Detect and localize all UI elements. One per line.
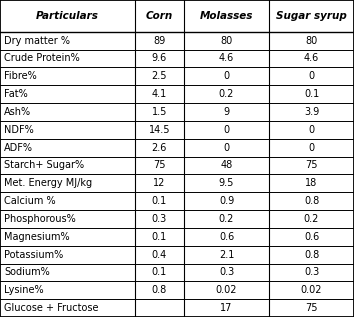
Text: 0.8: 0.8 — [304, 196, 319, 206]
Text: 4.1: 4.1 — [152, 89, 167, 99]
Text: 2.5: 2.5 — [152, 71, 167, 81]
Text: 0.2: 0.2 — [304, 214, 319, 224]
Text: Glucose + Fructose: Glucose + Fructose — [4, 303, 99, 313]
Text: 0.3: 0.3 — [219, 268, 234, 277]
Text: Sodium%: Sodium% — [4, 268, 50, 277]
Text: Dry matter %: Dry matter % — [4, 36, 70, 46]
Text: 9: 9 — [223, 107, 230, 117]
Text: 3.9: 3.9 — [304, 107, 319, 117]
Text: 0.9: 0.9 — [219, 196, 234, 206]
Text: 1.5: 1.5 — [152, 107, 167, 117]
Text: 0.8: 0.8 — [304, 249, 319, 260]
Text: 0.1: 0.1 — [152, 268, 167, 277]
Text: Sugar syrup: Sugar syrup — [276, 11, 347, 21]
Text: 0.4: 0.4 — [152, 249, 167, 260]
Text: 0.02: 0.02 — [216, 285, 237, 295]
Text: 0.6: 0.6 — [219, 232, 234, 242]
Text: Starch+ Sugar%: Starch+ Sugar% — [4, 160, 84, 171]
Text: 0.8: 0.8 — [152, 285, 167, 295]
Text: 0: 0 — [223, 71, 230, 81]
Text: 80: 80 — [306, 36, 318, 46]
Text: 75: 75 — [305, 303, 318, 313]
Text: 2.6: 2.6 — [152, 143, 167, 152]
Text: 80: 80 — [221, 36, 233, 46]
Text: Molasses: Molasses — [200, 11, 253, 21]
Text: Ash%: Ash% — [4, 107, 32, 117]
Text: Calcium %: Calcium % — [4, 196, 56, 206]
Text: 18: 18 — [306, 178, 318, 188]
Text: 0: 0 — [308, 143, 315, 152]
Bar — [0, 0, 354, 32]
Text: 0: 0 — [308, 71, 315, 81]
Text: 9.6: 9.6 — [152, 54, 167, 63]
Text: 48: 48 — [221, 160, 233, 171]
Text: 4.6: 4.6 — [304, 54, 319, 63]
Text: 0.1: 0.1 — [152, 232, 167, 242]
Text: 0.6: 0.6 — [304, 232, 319, 242]
Text: Potassium%: Potassium% — [4, 249, 63, 260]
Text: 0.1: 0.1 — [152, 196, 167, 206]
Text: Met. Energy MJ/kg: Met. Energy MJ/kg — [4, 178, 92, 188]
Text: Corn: Corn — [146, 11, 173, 21]
Text: 0: 0 — [223, 125, 230, 135]
Text: ADF%: ADF% — [4, 143, 33, 152]
Text: Lysine%: Lysine% — [4, 285, 44, 295]
Text: 0.2: 0.2 — [219, 214, 234, 224]
Text: Particulars: Particulars — [36, 11, 99, 21]
Text: Fat%: Fat% — [4, 89, 28, 99]
Text: 0.3: 0.3 — [304, 268, 319, 277]
Text: 0: 0 — [223, 143, 230, 152]
Text: 17: 17 — [221, 303, 233, 313]
Text: 4.6: 4.6 — [219, 54, 234, 63]
Text: 75: 75 — [305, 160, 318, 171]
Text: Phosphorous%: Phosphorous% — [4, 214, 76, 224]
Text: NDF%: NDF% — [4, 125, 34, 135]
Text: Magnesium%: Magnesium% — [4, 232, 70, 242]
Text: 9.5: 9.5 — [219, 178, 234, 188]
Text: 0.02: 0.02 — [301, 285, 322, 295]
Text: 89: 89 — [153, 36, 165, 46]
Text: 0: 0 — [308, 125, 315, 135]
Text: 0.1: 0.1 — [304, 89, 319, 99]
Text: 75: 75 — [153, 160, 166, 171]
Text: 0.3: 0.3 — [152, 214, 167, 224]
Text: Crude Protein%: Crude Protein% — [4, 54, 80, 63]
Text: 0.2: 0.2 — [219, 89, 234, 99]
Text: 12: 12 — [153, 178, 165, 188]
Text: 14.5: 14.5 — [149, 125, 170, 135]
Text: Fibre%: Fibre% — [4, 71, 37, 81]
Text: 2.1: 2.1 — [219, 249, 234, 260]
